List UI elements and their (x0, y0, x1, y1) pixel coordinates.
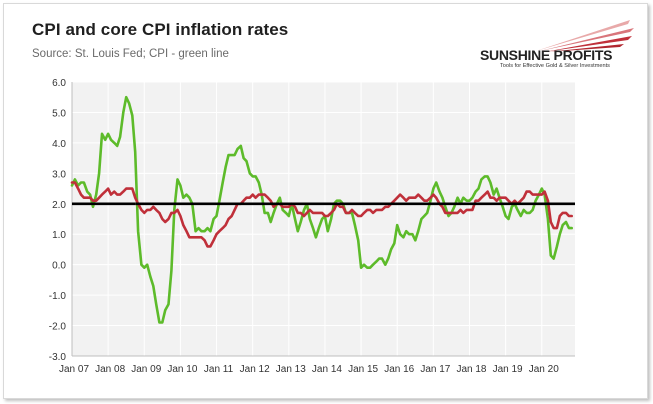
x-tick-label: Jan 07 (59, 364, 89, 375)
y-tick-label: 6.0 (52, 78, 66, 89)
x-tick-label: Jan 13 (276, 364, 306, 375)
x-tick-label: Jan 09 (131, 364, 161, 375)
x-tick-label: Jan 16 (384, 364, 414, 375)
y-tick-label: 2.0 (52, 200, 66, 211)
x-tick-label: Jan 19 (493, 364, 523, 375)
x-tick-label: Jan 10 (167, 364, 197, 375)
sunshine-profits-logo: SUNSHINE PROFITS Tools for Effective Gol… (478, 14, 638, 76)
y-tick-label: -3.0 (49, 352, 67, 363)
core-cpi-series-line (70, 181, 574, 248)
chart-title: CPI and core CPI inflation rates (32, 20, 289, 39)
y-tick-label: -2.0 (49, 322, 67, 333)
x-tick-label: Jan 14 (312, 364, 342, 375)
cpi-series-line (70, 95, 574, 324)
sunrays-icon (536, 20, 634, 52)
x-tick-label: Jan 18 (456, 364, 486, 375)
y-tick-label: 0.0 (52, 261, 66, 272)
logo-tagline: Tools for Effective Gold & Silver Invest… (500, 63, 610, 69)
y-tick-label: -1.0 (49, 291, 67, 302)
x-tick-label: Jan 08 (95, 364, 125, 375)
x-tick-label: Jan 15 (348, 364, 378, 375)
y-tick-label: 4.0 (52, 139, 66, 150)
y-tick-label: 5.0 (52, 108, 66, 119)
x-tick-label: Jan 20 (529, 364, 559, 375)
x-tick-label: Jan 12 (240, 364, 270, 375)
x-tick-label: Jan 11 (204, 364, 234, 375)
x-tick-label: Jan 17 (420, 364, 450, 375)
y-tick-label: 1.0 (52, 230, 66, 241)
logo-name: SUNSHINE PROFITS (480, 47, 613, 63)
y-tick-label: 3.0 (52, 169, 66, 180)
chart-subtitle: Source: St. Louis Fed; CPI - green line (32, 48, 229, 60)
